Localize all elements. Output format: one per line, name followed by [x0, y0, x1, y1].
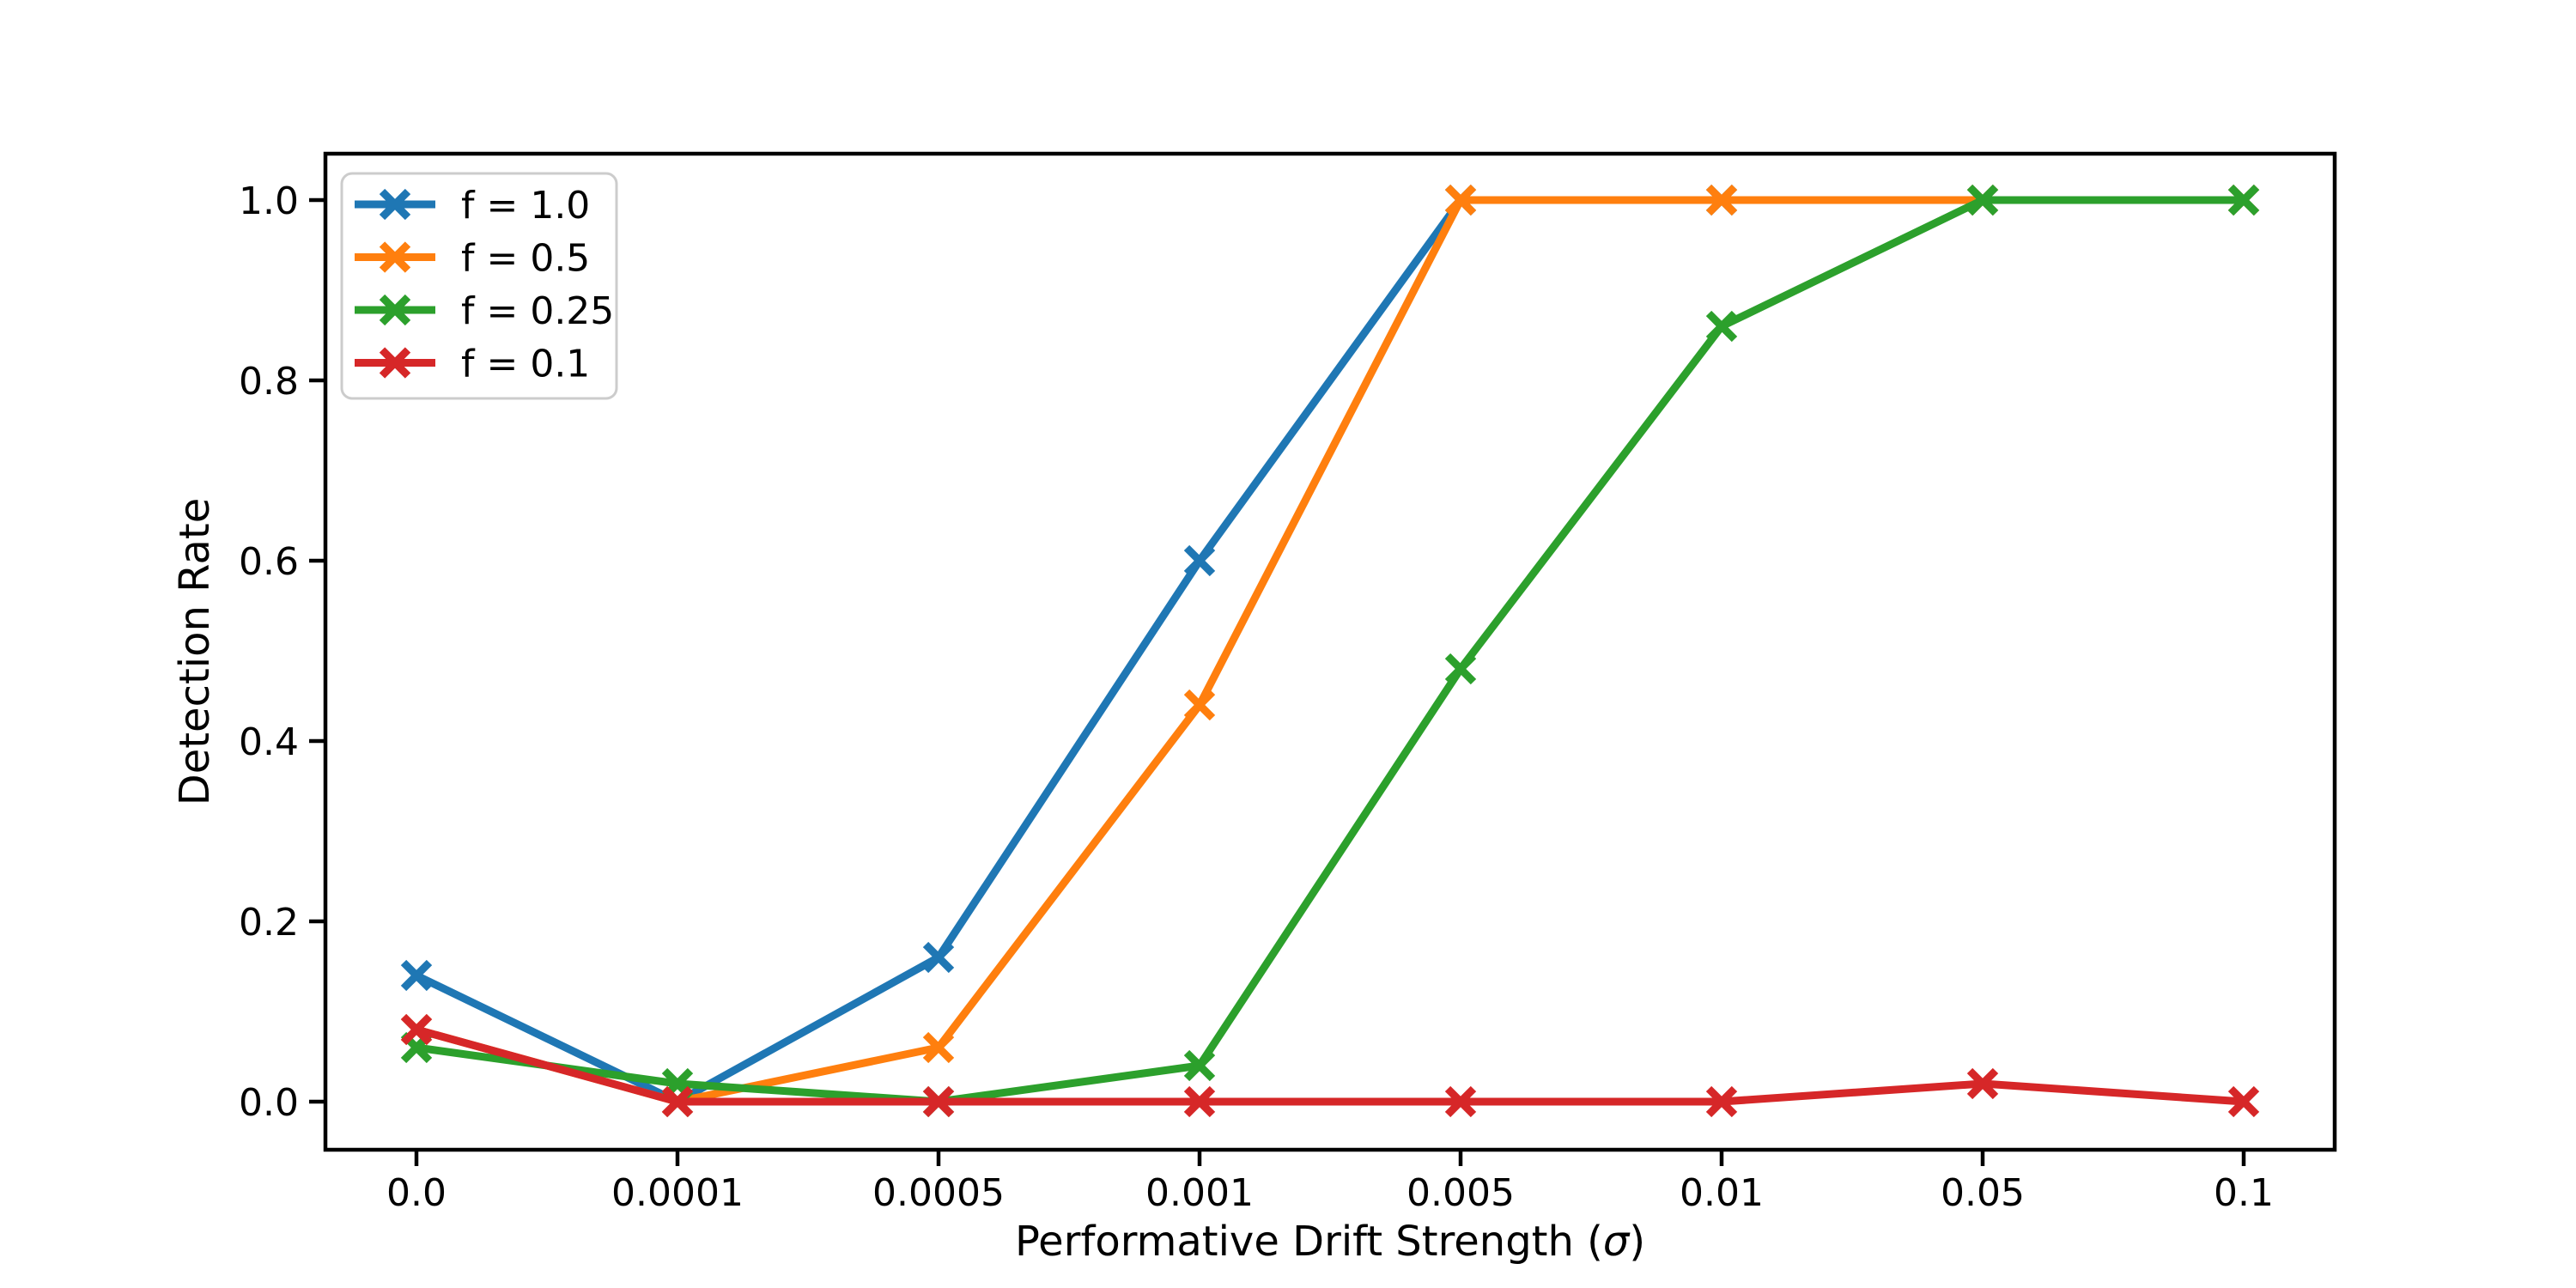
series-f=0.5: [400, 184, 2260, 1118]
x-marker: [922, 1031, 955, 1064]
x-marker: [1183, 544, 1216, 577]
x-marker: [1183, 1085, 1216, 1118]
x-tick-label: 0.001: [1145, 1171, 1254, 1215]
y-tick-label: 0.2: [239, 901, 299, 945]
x-marker: [922, 1085, 955, 1118]
x-marker: [2227, 184, 2260, 216]
x-marker: [1444, 653, 1477, 685]
legend-sample-marker: [379, 241, 411, 273]
x-marker: [1705, 310, 1738, 343]
x-tick-label: 0.0: [386, 1171, 447, 1215]
x-marker: [1705, 1085, 1738, 1118]
x-axis-label: Performative Drift Strength (σ): [1015, 1218, 1645, 1266]
x-marker: [1705, 184, 1738, 216]
legend-label: f = 1.0: [461, 184, 590, 228]
x-marker: [922, 941, 955, 974]
x-tick-label: 0.0001: [611, 1171, 744, 1215]
x-marker: [1183, 1049, 1216, 1082]
x-marker: [661, 1085, 694, 1118]
series-line: [415, 196, 2244, 1106]
x-marker: [1966, 184, 1999, 216]
legend-label: f = 0.25: [461, 289, 614, 333]
legend-sample-marker: [379, 188, 411, 221]
x-marker: [400, 959, 433, 992]
x-marker: [1444, 1085, 1477, 1118]
x-tick-label: 0.1: [2214, 1171, 2274, 1215]
series-f=0.1: [400, 1013, 2260, 1118]
series-line: [416, 196, 2244, 1106]
legend-frame: [340, 172, 618, 400]
x-tick-label: 0.01: [1680, 1171, 1764, 1215]
x-marker: [1444, 184, 1477, 216]
plot-spines: [323, 151, 2337, 1152]
legend: f = 1.0 f = 0.5 f = 0.25 f = 0.1: [340, 172, 618, 400]
x-tick-label: 0.0005: [872, 1171, 1005, 1215]
legend-label: f = 0.5: [461, 237, 590, 281]
x-tick-label: 0.05: [1941, 1171, 2025, 1215]
series-line: [415, 196, 2244, 1106]
series-f=0.25: [400, 184, 2260, 1118]
x-tick-label: 0.005: [1406, 1171, 1515, 1215]
x-marker: [2227, 1085, 2260, 1118]
legend-sample-marker: [379, 347, 411, 379]
x-marker: [400, 1013, 433, 1046]
legend-sample-marker: [379, 294, 411, 326]
series-f=1.0: [400, 184, 2260, 1118]
y-tick-label: 1.0: [239, 179, 299, 223]
y-axis-label: Detection Rate: [171, 498, 219, 806]
y-tick-label: 0.8: [239, 360, 299, 404]
x-marker: [1966, 1067, 1999, 1100]
series-line: [415, 1025, 2245, 1106]
y-tick-label: 0.6: [239, 540, 299, 584]
x-marker: [1183, 689, 1216, 721]
y-tick-label: 0.0: [239, 1081, 299, 1125]
y-tick-label: 0.4: [239, 720, 299, 764]
legend-label: f = 0.1: [461, 343, 590, 386]
